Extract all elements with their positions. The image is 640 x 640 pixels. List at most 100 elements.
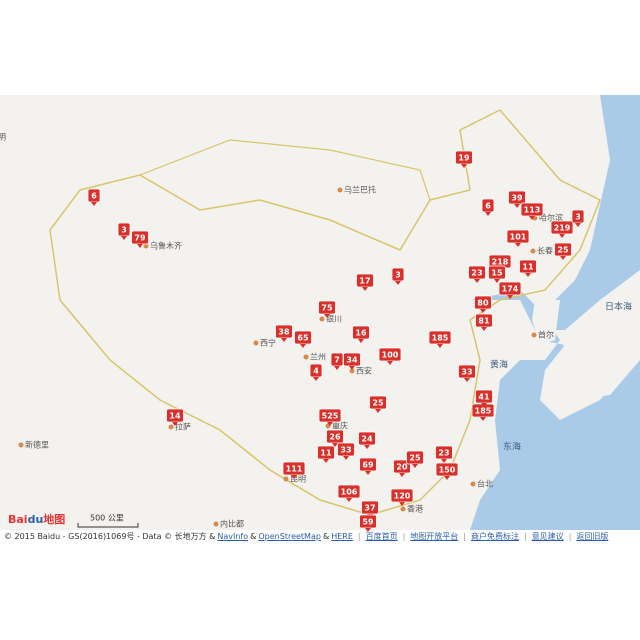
- marker-tip: [480, 309, 486, 313]
- sea-label: 黄海: [490, 359, 508, 371]
- separator: |: [402, 532, 406, 541]
- place-label: 乌兰巴托: [344, 185, 376, 195]
- nav-link[interactable]: 地图开放平台: [410, 532, 459, 541]
- marker-label: 111: [286, 465, 303, 474]
- place-label: 重庆: [332, 421, 348, 431]
- border: [139, 139, 431, 201]
- marker-label: 39: [511, 194, 523, 203]
- logo-c: 地图: [43, 512, 65, 526]
- marker-tip: [358, 339, 364, 343]
- nav-link[interactable]: 商户免费标注: [470, 532, 519, 541]
- marker: 185: [471, 403, 495, 421]
- footer: © 2015 Baidu - GS(2016)1069号 - Data © 长地…: [4, 531, 610, 542]
- marker: 16: [352, 325, 370, 343]
- place-dot: [531, 332, 537, 338]
- marker-label: 38: [278, 328, 290, 337]
- marker-label: 525: [322, 412, 339, 421]
- marker-label: 101: [510, 233, 527, 242]
- marker-tip: [364, 445, 370, 449]
- marker-label: 37: [364, 504, 375, 513]
- marker: 3: [117, 222, 131, 240]
- marker-label: 59: [362, 518, 374, 527]
- scale-label: 500 公里: [90, 514, 124, 523]
- marker-tip: [529, 216, 535, 220]
- marker-tip: [441, 459, 447, 463]
- marker: 25: [554, 242, 572, 260]
- footer-link[interactable]: HERE: [331, 532, 353, 541]
- marker-label: 6: [485, 202, 491, 211]
- marker-tip: [515, 243, 521, 247]
- place-label: 明: [0, 133, 6, 142]
- marker-label: 16: [355, 329, 367, 338]
- marker-label: 113: [524, 206, 541, 215]
- marker-tip: [399, 473, 405, 477]
- marker: 20: [393, 459, 411, 477]
- marker-label: 25: [557, 246, 569, 255]
- place-dot: [470, 481, 476, 487]
- marker-label: 6: [91, 192, 97, 201]
- place-dot: [283, 476, 289, 482]
- place-label: 新德里: [25, 440, 49, 450]
- ampersand: &: [250, 532, 257, 541]
- marker-tip: [412, 464, 418, 468]
- marker: 11: [317, 445, 335, 463]
- marker: 219: [550, 220, 574, 238]
- separator: |: [357, 532, 361, 541]
- marker: 14: [166, 408, 184, 426]
- place-label: 西安: [356, 366, 372, 376]
- place-label: 乌鲁木齐: [150, 241, 182, 251]
- marker-label: 218: [492, 258, 509, 267]
- nav-link[interactable]: 百度首页: [365, 532, 398, 541]
- marker-label: 11: [320, 449, 332, 458]
- marker: 100: [378, 347, 402, 365]
- marker: 33: [337, 442, 355, 460]
- marker-tip: [327, 422, 333, 426]
- marker-label: 15: [491, 269, 503, 278]
- place-label: 长春: [537, 246, 553, 256]
- place-label: 兰州: [310, 352, 326, 362]
- marker-label: 14: [169, 412, 181, 421]
- marker-tip: [474, 279, 480, 283]
- marker-label: 3: [395, 271, 401, 280]
- place-dot: [349, 368, 355, 374]
- marker: 38: [275, 324, 293, 342]
- marker-tip: [481, 327, 487, 331]
- place-dot: [530, 248, 536, 254]
- marker-tip: [346, 498, 352, 502]
- marker-tip: [444, 476, 450, 480]
- marker-label: 3: [121, 226, 127, 235]
- marker-tip: [481, 403, 487, 407]
- footer-link[interactable]: NavInfo: [217, 532, 249, 541]
- marker-tip: [332, 443, 338, 447]
- marker: 81: [475, 313, 493, 331]
- marker: 3: [571, 209, 585, 227]
- marker: 25: [406, 450, 424, 468]
- place-label: 哈尔滨: [539, 213, 563, 223]
- marker-tip: [365, 471, 371, 475]
- marker: 69: [359, 457, 377, 475]
- marker: 25: [369, 395, 387, 413]
- marker-label: 150: [439, 466, 456, 475]
- marker: 75: [318, 300, 336, 318]
- marker: 23: [468, 265, 486, 283]
- marker-label: 100: [382, 351, 399, 360]
- footer-link[interactable]: OpenStreetMap: [258, 532, 321, 541]
- copyright: © 2015 Baidu - GS(2016)1069号 - Data © 长地…: [4, 532, 216, 541]
- ampersand: &: [322, 532, 330, 541]
- logo-b: du: [28, 513, 44, 526]
- marker: 113: [520, 202, 544, 220]
- marker: 26: [326, 429, 344, 447]
- marker-label: 106: [341, 488, 358, 497]
- marker-label: 25: [372, 399, 384, 408]
- nav-link[interactable]: 返回旧版: [576, 532, 609, 541]
- place-label: 银川: [326, 314, 342, 324]
- separator: |: [523, 532, 527, 541]
- place-label: 首尔: [538, 330, 554, 340]
- marker-label: 4: [313, 367, 319, 376]
- marker-tip: [399, 502, 405, 506]
- marker: 59: [359, 514, 377, 532]
- place-dot: [337, 187, 343, 193]
- nav-link[interactable]: 意见建议: [531, 532, 564, 541]
- marker-tip: [300, 344, 306, 348]
